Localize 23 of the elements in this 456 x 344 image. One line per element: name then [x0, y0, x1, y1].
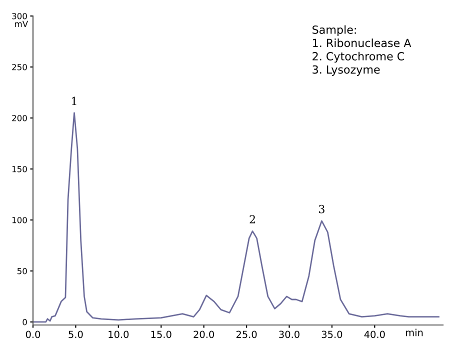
line-series [33, 112, 440, 323]
annotation: 2 [250, 215, 255, 224]
x-tick-label: 35.0 [322, 330, 342, 338]
y-tick-label: 100 [12, 216, 27, 224]
y-tick-label: 50 [17, 268, 27, 274]
y-tick-label: 150 [12, 166, 27, 172]
y-axis-title: mV [15, 20, 28, 27]
annotation: 3 [319, 204, 324, 214]
x-tick-label: 0.0 [26, 330, 40, 338]
y-tick-label: 200 [12, 114, 27, 122]
annotation: Sample: 1. Ribonuclease A 2. Cytochrome C 3. Lysozyme [312, 25, 412, 76]
x-tick-label: 10.0 [108, 330, 129, 338]
x-tick-label: 25.0 [236, 330, 257, 338]
y-tick-label: 250 [12, 64, 27, 70]
x-tick-label: 15.0 [151, 330, 172, 338]
x-tick-label: 20.0 [194, 330, 214, 338]
x-axis-title: min [406, 328, 423, 336]
x-tick-label: 40.0 [364, 330, 385, 338]
y-tick-label: 300 [12, 12, 27, 20]
x-tick-label: 30.0 [279, 330, 300, 338]
annotation: 1 [72, 96, 76, 106]
y-tick-label: 0 [22, 318, 27, 326]
x-tick-label: 5.0 [68, 330, 83, 338]
